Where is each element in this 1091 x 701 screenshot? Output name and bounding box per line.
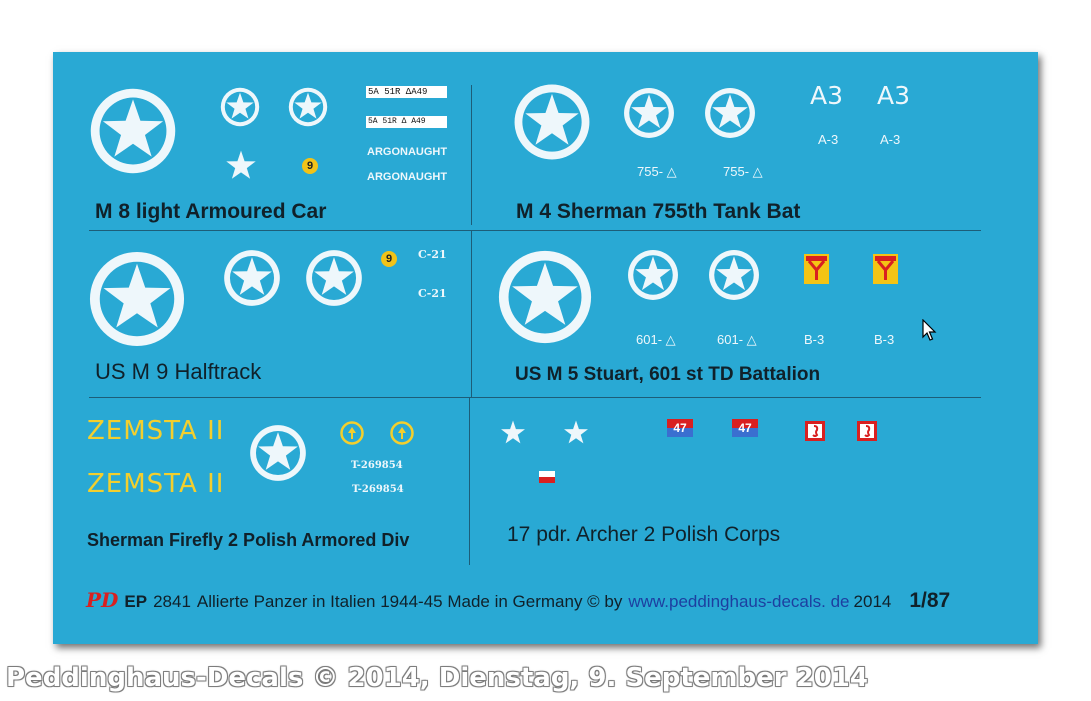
roundel-star-icon: [88, 250, 186, 348]
star-icon: [563, 420, 589, 446]
unit-code-decal: B-3: [874, 332, 895, 347]
unit-code-decal: C-21: [418, 248, 447, 261]
registration-tag: 5A 51R ΔA49: [366, 86, 447, 98]
unit-code-decal: 601- △: [636, 332, 676, 347]
section-title-m5: US M 5 Stuart, 601 st TD Battalion: [515, 364, 821, 385]
vehicle-name-decal: ARGONAUGHT: [367, 146, 448, 158]
product-number: 2841: [153, 592, 191, 611]
scale-label: 1/87: [909, 589, 951, 612]
unit-code-decal: 755- △: [637, 164, 677, 179]
roundel-star-icon: [223, 249, 281, 307]
grid-divider: [469, 397, 470, 565]
roundel-star-icon: [513, 83, 591, 161]
unit-code-decal: 755- △: [723, 164, 763, 179]
unit-code-decal: B-3: [804, 332, 825, 347]
roundel-star-icon: [627, 249, 679, 301]
roundel-star-icon: [708, 249, 760, 301]
turret-code-decal: A3: [810, 81, 844, 110]
polish-flag-icon: [539, 470, 555, 483]
circle-number-badge: 9: [381, 251, 397, 267]
unit-number-label: 47: [673, 421, 687, 435]
seahorse-emblem-icon: [857, 421, 877, 441]
crest-icon: [873, 254, 898, 284]
zemsta-decal: ZEMSTA II: [87, 469, 225, 499]
year-label: 2014: [853, 592, 892, 611]
copyright-watermark: Peddinghaus-Decals © 2014, Dienstag, 9. …: [6, 663, 868, 693]
serial-number-decal: T-269854: [352, 484, 404, 495]
vehicle-name-decal: ARGONAUGHT: [367, 171, 448, 183]
division-emblem-icon: [389, 420, 415, 446]
mouse-cursor-icon: [922, 318, 938, 343]
seahorse-emblem-icon: [805, 421, 825, 441]
turret-code-decal: A3: [877, 81, 911, 110]
grid-divider: [471, 230, 472, 397]
roundel-star-icon: [497, 249, 593, 345]
roundel-star-icon: [220, 87, 260, 127]
section-title-m4: M 4 Sherman 755th Tank Bat: [516, 200, 801, 223]
serial-number-decal: T-269854: [351, 460, 403, 471]
section-title-firefly: Sherman Firefly 2 Polish Armored Div: [87, 530, 410, 550]
footer-line: PD EP 2841 Allierte Panzer in Italien 1944-…: [86, 588, 950, 613]
section-title-m8: M 8 light Armoured Car: [95, 200, 327, 223]
grid-line: [89, 397, 981, 398]
decal-sheet: 9 5A 51R ΔA49 5A 51R Δ A49 ARGONAUGHT AR…: [53, 52, 1038, 644]
unit-code-decal: C-21: [418, 287, 447, 300]
registration-tag: 5A 51R Δ A49: [366, 116, 447, 128]
star-icon: [500, 420, 526, 446]
website-link[interactable]: www.peddinghaus-decals. de: [628, 592, 850, 611]
grid-line: [89, 230, 981, 231]
unit-number-badge: 47: [732, 419, 758, 437]
product-description: Allierte Panzer in Italien 1944-45 Made …: [196, 592, 623, 611]
circle-number-badge: 9: [302, 158, 318, 174]
brand-logo: PD: [86, 588, 119, 612]
star-icon: [225, 150, 257, 182]
crest-icon: [804, 254, 829, 284]
product-code: EP: [124, 592, 148, 611]
grid-divider: [471, 85, 472, 225]
roundel-star-icon: [249, 424, 307, 482]
unit-code-decal: 601- △: [717, 332, 757, 347]
unit-number-label: 47: [738, 421, 752, 435]
roundel-star-icon: [288, 87, 328, 127]
hull-code-decal: A-3: [818, 132, 839, 147]
roundel-star-icon: [704, 87, 756, 139]
division-emblem-icon: [339, 420, 365, 446]
section-title-archer: 17 pdr. Archer 2 Polish Corps: [507, 523, 781, 546]
roundel-star-icon: [305, 249, 363, 307]
section-title-m9: US M 9 Halftrack: [95, 359, 262, 384]
hull-code-decal: A-3: [880, 132, 901, 147]
roundel-star-icon: [623, 87, 675, 139]
unit-number-badge: 47: [667, 419, 693, 437]
zemsta-decal: ZEMSTA II: [87, 416, 225, 446]
roundel-star-icon: [89, 87, 177, 175]
